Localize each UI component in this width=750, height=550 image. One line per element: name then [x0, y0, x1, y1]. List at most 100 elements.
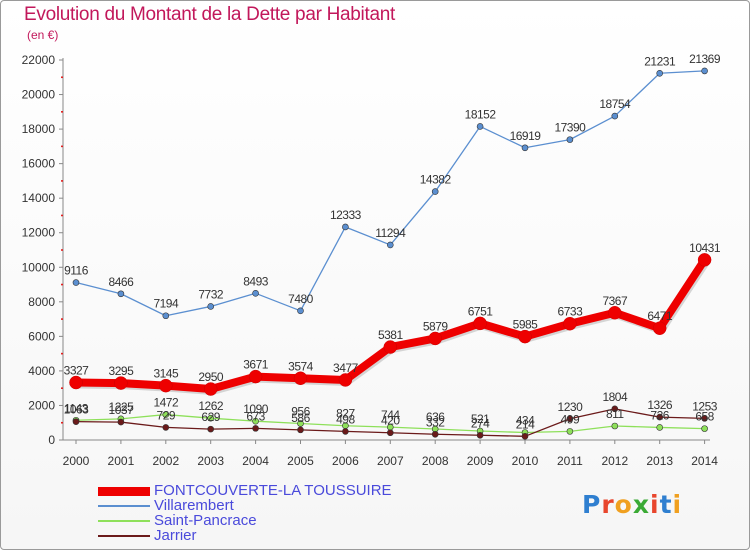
- data-point: [383, 340, 398, 354]
- legend-label: Saint-Pancrace: [154, 512, 257, 529]
- data-point: [342, 223, 349, 231]
- data-label: 636: [426, 410, 445, 424]
- y-tick-label: 8000: [28, 295, 55, 309]
- data-label: 6751: [468, 304, 494, 318]
- data-point: [297, 420, 304, 427]
- data-label: 10431: [689, 241, 721, 255]
- data-point: [701, 425, 708, 432]
- data-label: 1230: [558, 400, 584, 414]
- data-label: 8493: [243, 274, 269, 288]
- data-label: 658: [695, 410, 714, 424]
- data-label: 5985: [513, 318, 539, 332]
- legend-label: Jarrier: [154, 527, 197, 544]
- data-point: [338, 373, 353, 387]
- data-label: 726: [650, 408, 669, 422]
- data-label: 629: [201, 410, 220, 424]
- data-point: [701, 415, 708, 422]
- y-minor-tick: [61, 318, 63, 320]
- y-tick-label: 20000: [22, 88, 56, 102]
- x-tick-label: 2002: [152, 454, 179, 468]
- data-point: [656, 69, 664, 77]
- data-point: [566, 428, 574, 435]
- x-tick-label: 2007: [377, 454, 404, 468]
- data-label: 7367: [602, 294, 628, 308]
- y-minor-tick: [61, 387, 63, 389]
- x-tick-label: 2003: [197, 454, 224, 468]
- data-point: [431, 430, 439, 438]
- data-label: 7194: [153, 297, 179, 311]
- y-tick-label: 22000: [22, 53, 56, 67]
- data-label: 3295: [109, 364, 135, 378]
- data-point: [162, 424, 170, 431]
- x-tick-label: 2010: [512, 454, 539, 468]
- data-label: 214: [516, 417, 535, 431]
- legend-swatch: [98, 486, 150, 496]
- data-point: [297, 307, 304, 315]
- data-label: 18152: [465, 107, 497, 121]
- data-point: [701, 67, 708, 75]
- y-minor-tick: [61, 249, 63, 251]
- data-label: 586: [291, 411, 310, 425]
- y-minor-tick: [61, 214, 63, 217]
- data-label: 3327: [64, 364, 90, 378]
- data-label: 729: [157, 408, 176, 422]
- data-point: [563, 316, 577, 331]
- data-label: 7732: [198, 287, 224, 301]
- data-point: [342, 428, 349, 435]
- data-label: 1225: [109, 400, 135, 414]
- data-point: [72, 279, 80, 286]
- data-point: [611, 422, 619, 430]
- legend-item: FONTCOUVERTE-LA TOUSSUIRE: [98, 482, 498, 499]
- data-point: [611, 112, 619, 120]
- data-label: 811: [606, 407, 624, 421]
- data-point: [656, 413, 664, 421]
- data-label: 521: [471, 412, 490, 426]
- data-label: 1262: [198, 399, 224, 413]
- legend-label: FONTCOUVERTE-LA TOUSSUIRE: [154, 482, 392, 499]
- y-tick-label: 4000: [28, 364, 55, 378]
- x-tick-label: 2008: [422, 454, 449, 468]
- data-point: [207, 425, 214, 433]
- data-label: 3574: [288, 359, 314, 373]
- data-label: 420: [381, 414, 400, 428]
- data-label: 1090: [243, 402, 269, 416]
- axes: 0 2000 4000 6000 8000 10000 12000 14000 16000 180…: [22, 53, 719, 468]
- x-tick-label: 2014: [691, 454, 718, 468]
- chart-subtitle: (en €): [27, 28, 59, 42]
- data-label: 332: [426, 415, 445, 429]
- legend-swatch: [98, 505, 150, 507]
- data-point: [114, 376, 128, 390]
- data-point: [252, 425, 259, 432]
- legend-item: Saint-Pancrace: [98, 512, 498, 529]
- data-point: [207, 303, 214, 310]
- data-point: [162, 312, 170, 320]
- x-tick-label: 2004: [242, 454, 269, 468]
- x-tick-label: 2011: [557, 454, 583, 468]
- data-label: 499: [561, 412, 580, 426]
- data-point: [117, 418, 125, 426]
- data-point: [386, 429, 394, 437]
- x-tick-label: 2012: [601, 454, 628, 468]
- data-point: [566, 136, 574, 143]
- data-point: [608, 306, 622, 320]
- data-point: [476, 431, 484, 439]
- proxiti-logo: Proxiti: [582, 490, 683, 519]
- data-point: [518, 329, 532, 344]
- y-tick-label: 16000: [22, 157, 56, 171]
- y-minor-tick: [61, 111, 63, 113]
- data-point: [656, 424, 664, 431]
- data-label: 18754: [599, 97, 631, 111]
- data-label: 1326: [647, 398, 673, 412]
- data-label: 1037: [109, 403, 135, 417]
- data-point: [473, 316, 487, 331]
- y-tick-label: 0: [48, 433, 55, 447]
- data-label: 5381: [378, 328, 404, 342]
- y-tick-label: 18000: [22, 122, 56, 136]
- data-label: 498: [336, 412, 355, 426]
- legend-swatch: [98, 535, 150, 537]
- data-point: [611, 405, 619, 413]
- data-labels: 3327 3295 3145 2950 3671 3574 3477 5381 5879 6751…: [64, 52, 722, 431]
- x-tick-label: 2009: [467, 454, 494, 468]
- y-minor-tick: [61, 421, 63, 424]
